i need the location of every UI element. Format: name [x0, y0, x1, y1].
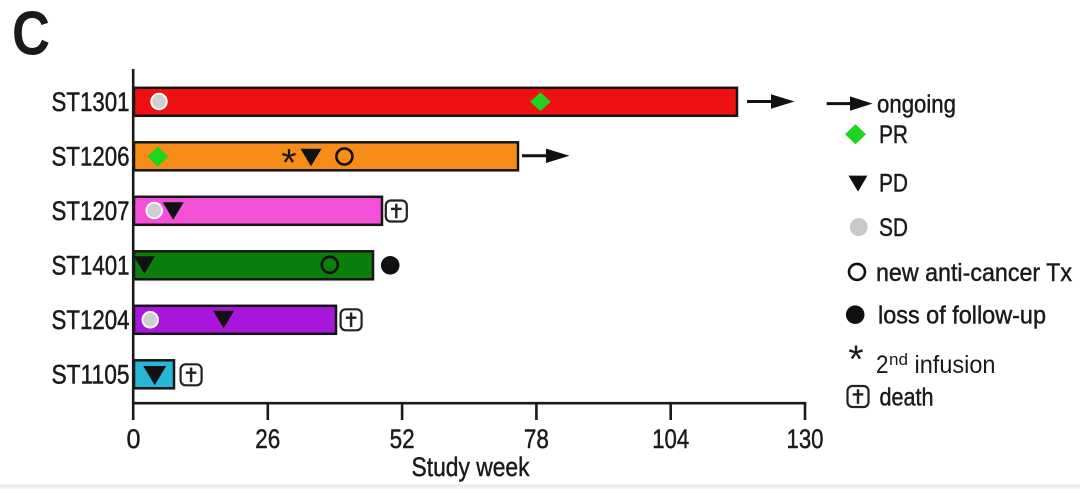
- svg-text:*: *: [848, 339, 863, 382]
- svg-text:PR: PR: [879, 121, 908, 149]
- svg-text:loss of follow-up: loss of follow-up: [878, 302, 1046, 330]
- svg-text:52: 52: [390, 424, 415, 454]
- svg-text:0: 0: [127, 424, 141, 454]
- svg-text:*: *: [281, 142, 296, 185]
- svg-text:ST1301: ST1301: [52, 87, 130, 117]
- svg-text:104: 104: [652, 424, 689, 454]
- svg-text:ST1207: ST1207: [52, 196, 130, 226]
- svg-text:78: 78: [524, 424, 549, 454]
- svg-text:SD: SD: [879, 214, 908, 242]
- svg-text:2: 2: [876, 351, 889, 379]
- svg-text:Study week: Study week: [412, 452, 530, 482]
- svg-text:new anti-cancer Tx: new anti-cancer Tx: [876, 259, 1072, 287]
- svg-text:nd: nd: [889, 350, 908, 369]
- svg-text:130: 130: [787, 424, 824, 454]
- svg-text:PD: PD: [879, 170, 908, 198]
- svg-text:26: 26: [255, 424, 280, 454]
- svg-text:ST1105: ST1105: [52, 360, 130, 390]
- svg-text:infusion: infusion: [915, 351, 996, 379]
- svg-text:C: C: [12, 0, 50, 69]
- svg-text:ST1204: ST1204: [52, 305, 130, 335]
- svg-text:ongoing: ongoing: [877, 91, 956, 119]
- svg-text:death: death: [880, 383, 934, 411]
- svg-text:ST1401: ST1401: [52, 251, 130, 281]
- svg-text:ST1206: ST1206: [52, 142, 130, 172]
